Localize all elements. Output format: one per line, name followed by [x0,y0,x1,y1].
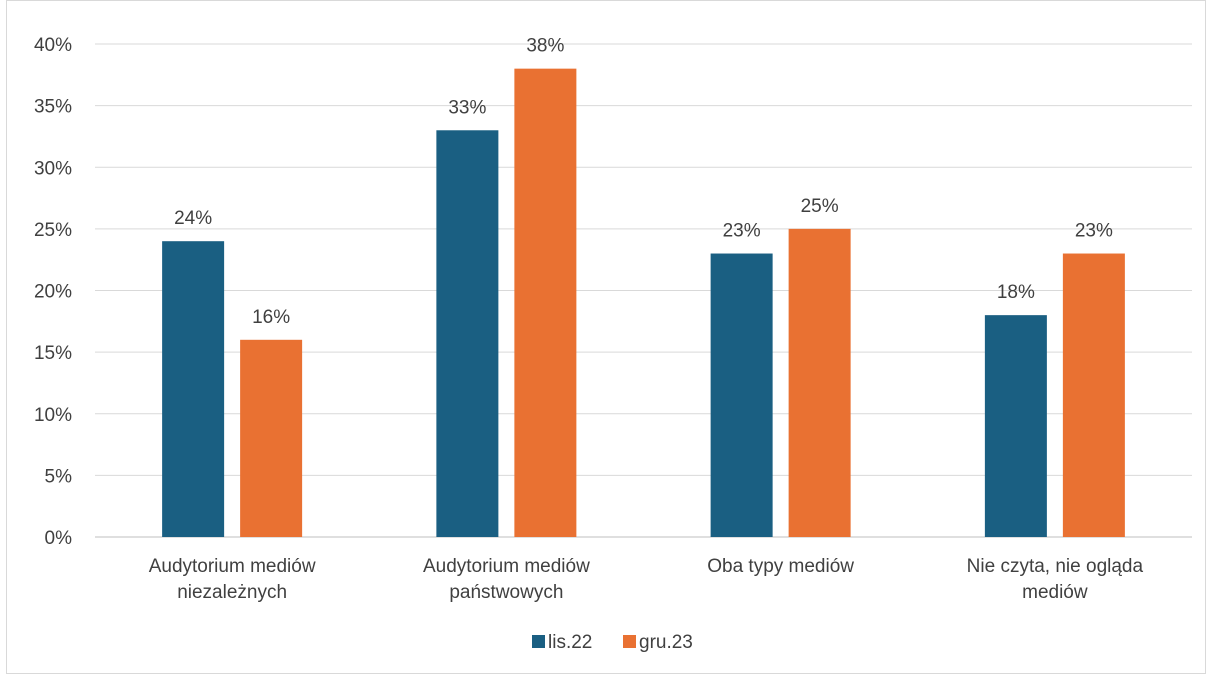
bar [984,315,1047,537]
data-label: 18% [997,282,1035,303]
data-label: 16% [252,307,290,328]
y-tick-label: 40% [34,35,72,56]
bar [514,68,577,538]
y-tick-label: 35% [34,97,72,118]
x-tick-label: państwowych [449,582,563,603]
bar [1062,253,1125,537]
y-tick-label: 0% [45,528,73,549]
legend-label: gru.23 [639,632,693,653]
bar [436,130,499,537]
data-label: 23% [723,221,761,242]
y-tick-label: 15% [34,343,72,364]
y-tick-label: 25% [34,220,72,241]
data-label: 38% [526,36,564,57]
data-label: 33% [448,97,486,118]
x-tick-label: niezależnych [177,582,287,603]
legend-swatch [532,635,545,648]
bar [788,228,851,537]
x-tick-label: Audytorium mediów [149,556,316,577]
data-label: 24% [174,208,212,229]
bar [710,253,773,537]
y-tick-label: 10% [34,405,72,426]
y-tick-label: 5% [45,466,73,487]
y-tick-label: 20% [34,282,72,303]
data-label: 23% [1075,221,1113,242]
bar [240,339,303,537]
x-tick-label: mediów [1022,582,1088,603]
legend-swatch [623,635,636,648]
data-label: 25% [801,196,839,217]
x-tick-label: Oba typy mediów [707,556,854,577]
y-tick-label: 30% [34,158,72,179]
x-tick-label: Nie czyta, nie ogląda [967,556,1144,577]
x-tick-label: Audytorium mediów [423,556,590,577]
bar [162,241,225,537]
legend-label: lis.22 [548,632,592,653]
